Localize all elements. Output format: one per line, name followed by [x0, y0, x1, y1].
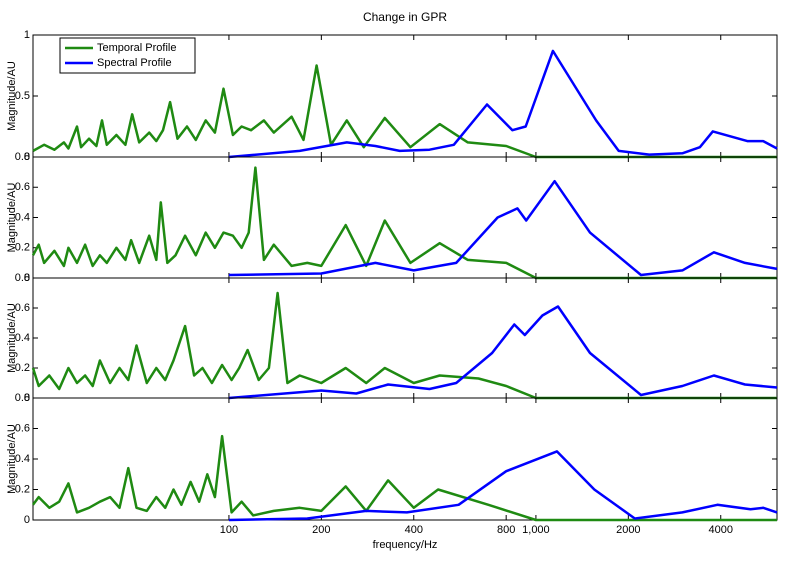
y-tick-label: 0.6: [15, 422, 30, 434]
series-line: [228, 305, 778, 400]
y-tick-label: 0.2: [15, 242, 30, 254]
x-tick-label: 2000: [616, 524, 640, 536]
chart-title: Change in GPR: [363, 10, 447, 24]
y-tick-label: 0.4: [15, 332, 30, 344]
legend-box: [59, 37, 196, 74]
y-tick-label: 0: [24, 392, 30, 404]
y-tick-label: 0.8: [15, 392, 30, 404]
series-line: [31, 291, 777, 400]
x-tick-label: 4000: [708, 524, 732, 536]
x-tick-label: 1,000: [522, 524, 550, 536]
x-tick-label: 200: [312, 524, 330, 536]
x-axis-label: frequency/Hz: [373, 539, 438, 551]
y-tick-label: 0: [24, 151, 30, 163]
series-line: [228, 450, 778, 522]
y-tick-label: 0.4: [15, 211, 30, 223]
y-tick-label: 0.5: [15, 90, 30, 102]
y-tick-label: 0.6: [15, 181, 30, 193]
y-tick-label: 0.8: [15, 272, 30, 284]
y-axis-label: Magnitude/AU: [6, 303, 18, 373]
y-tick-label: 0: [24, 514, 30, 526]
y-tick-label: 1: [24, 29, 30, 41]
y-tick-label: 0.2: [15, 362, 30, 374]
y-axis-label: Magnitude/AU: [6, 424, 18, 494]
series-line: [32, 64, 777, 159]
y-tick-label: 0.2: [15, 483, 30, 495]
series-line: [228, 179, 778, 277]
series-line: [31, 434, 777, 522]
series-line: [228, 49, 778, 159]
x-tick-label: 400: [405, 524, 423, 536]
y-tick-label: 0.8: [15, 151, 30, 163]
y-tick-label: 0.4: [15, 453, 30, 465]
x-tick-label: 800: [497, 524, 515, 536]
y-tick-label: 0.6: [15, 302, 30, 314]
legend-label: Spectral Profile: [97, 57, 172, 69]
x-tick-label: 100: [220, 524, 238, 536]
y-tick-label: 0: [24, 272, 30, 284]
legend-label: Temporal Profile: [97, 42, 176, 54]
y-axis-label: Magnitude/AU: [6, 183, 18, 253]
y-axis-label: Magnitude/AU: [6, 61, 18, 131]
